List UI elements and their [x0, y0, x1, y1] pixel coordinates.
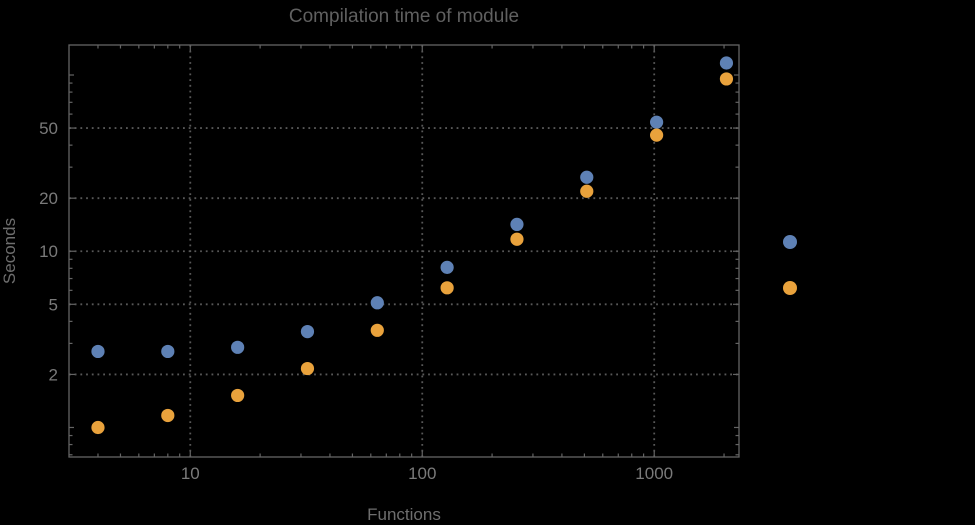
frame-layer — [68, 44, 740, 458]
data-point-series-2 — [510, 232, 524, 246]
y-tick-label: 10 — [39, 242, 58, 261]
data-point-series-1 — [510, 217, 524, 232]
data-point-series-1 — [91, 344, 105, 359]
legend — [783, 235, 797, 295]
data-point-series-1 — [300, 324, 315, 339]
data-point-series-2 — [370, 323, 384, 337]
legend-marker-series-1 — [783, 235, 797, 249]
y-axis-label: Seconds — [0, 218, 19, 284]
x-axis-label: Functions — [367, 505, 441, 524]
data-point-series-2 — [580, 184, 594, 198]
y-tick-label: 50 — [39, 119, 58, 138]
data-point-series-2 — [231, 388, 245, 403]
plot-frame — [68, 44, 740, 458]
y-tick-label: 5 — [49, 295, 58, 314]
tick-label-layer: 10 100 1000 50 20 10 5 2 — [39, 119, 673, 483]
x-tick-label: 1000 — [635, 464, 673, 483]
y-tick-label: 2 — [49, 365, 58, 384]
data-point-series-1 — [650, 115, 664, 129]
data-point-layer — [91, 56, 734, 435]
tick-layer — [69, 45, 739, 457]
data-point-series-2 — [440, 281, 454, 295]
data-point-series-2 — [91, 420, 105, 435]
data-point-series-1 — [440, 260, 454, 274]
grid-layer — [69, 45, 739, 457]
chart-title: Compilation time of module — [289, 6, 519, 27]
data-point-series-2 — [161, 408, 175, 423]
data-point-series-1 — [580, 170, 594, 184]
legend-marker-series-2 — [783, 281, 797, 295]
x-tick-label: 100 — [408, 464, 436, 483]
y-tick-label: 20 — [39, 189, 58, 208]
data-point-series-2 — [300, 361, 315, 376]
data-point-series-1 — [231, 340, 245, 354]
data-point-series-2 — [719, 72, 734, 86]
data-point-series-1 — [161, 344, 175, 359]
data-point-series-2 — [650, 128, 664, 142]
data-point-series-1 — [719, 56, 734, 70]
data-point-series-1 — [370, 296, 384, 310]
x-tick-label: 10 — [181, 464, 200, 483]
